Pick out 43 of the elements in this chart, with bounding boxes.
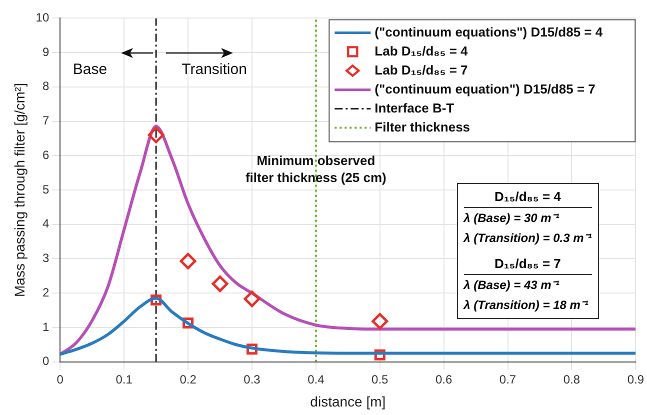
x-tick-label: 0.5 [372, 372, 389, 386]
point [212, 276, 228, 292]
legend-label: Lab D₁₅/d₈₅ = 4 [374, 43, 469, 58]
annotation: Minimum observed filter thickness (25 cm) [244, 152, 388, 186]
x-tick-label: 0 [56, 372, 64, 386]
x-tick-label: 0.8 [563, 372, 580, 386]
x-tick-label: 0.1 [116, 372, 133, 386]
x-tick-label: 0.9 [627, 372, 644, 386]
point [372, 313, 388, 330]
x-tick-label: 0.2 [180, 372, 197, 386]
y-tick-label: 3 [42, 251, 50, 266]
y-tick-label: 2 [42, 285, 50, 300]
legend-label: Filter thickness [374, 119, 470, 134]
y-tick-label: 9 [42, 44, 50, 59]
annotation: D₁₅/d₈₅ = 7 [464, 254, 592, 276]
x-tick-label: 0.3 [244, 372, 261, 386]
annotation: λ (Base) = 43 m⁻¹ [464, 277, 560, 294]
y-tick-label: 8 [42, 79, 50, 94]
legend-label: Lab D₁₅/d₈₅ = 7 [374, 62, 468, 78]
annotation: λ (Base) = 30 m⁻¹ [464, 210, 560, 228]
x-tick-label: 0.6 [435, 372, 452, 386]
x-axis-title: distance [m] [310, 393, 386, 410]
y-tick-label: 5 [42, 182, 50, 196]
y-tick-label: 7 [42, 114, 50, 128]
annotation: λ (Transition) = 18 m⁻¹ [464, 297, 590, 314]
y-tick-label: 4 [42, 216, 50, 231]
annotation: Transition [182, 61, 247, 78]
point [148, 126, 164, 144]
y-tick-label: 1 [42, 320, 50, 334]
y-tick-label: 10 [36, 10, 50, 25]
y-axis-title: Mass passing through filter [g/cm²] [11, 83, 28, 297]
legend-label: Interface B-T [374, 100, 454, 116]
point [244, 290, 260, 308]
legend-label: ("continuum equation") D15/d85 = 7 [374, 81, 596, 96]
x-tick-label: 0.4 [308, 372, 325, 386]
y-tick-label: 6 [42, 148, 50, 162]
x-tick-label: 0.7 [499, 372, 516, 386]
y-tick-label: 0 [42, 354, 50, 368]
annotation: Base [72, 61, 108, 78]
annotation: λ (Transition) = 0.3 m⁻¹ [464, 230, 592, 248]
annotation: D₁₅/d₈₅ = 4 [464, 187, 592, 208]
point [180, 252, 196, 270]
legend-label: ("continuum equations") D15/d85 = 4 [374, 24, 604, 40]
